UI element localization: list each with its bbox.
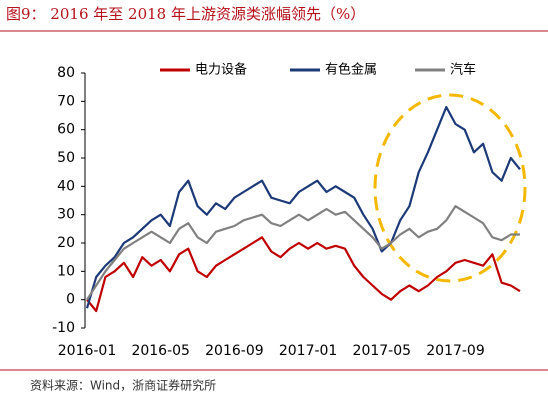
legend-label: 汽车 [450,62,476,78]
x-tick-label: 2017-01 [279,343,338,359]
series-line [85,105,521,309]
x-tick-label: 2017-05 [353,343,412,359]
y-tick-label: 60 [57,122,75,138]
source: 资料来源：Wind，浙商证券研究所 [30,378,216,393]
x-tick-label: 2016-05 [131,343,190,359]
y-tick-label: 50 [57,150,75,166]
y-tick-label: 20 [57,235,75,251]
y-tick-label: 0 [66,292,75,308]
x-tick-label: 2017-09 [426,343,485,359]
y-tick-label: 80 [57,65,75,81]
highlight-ellipse [373,93,527,283]
x-tick-label: 2016-09 [205,343,264,359]
y-tick-label: 40 [57,178,75,194]
series-line [86,205,520,301]
y-tick-label: 70 [57,93,75,109]
y-tick-label: 30 [57,207,75,223]
series-line [86,236,521,313]
x-tick-label: 2016-01 [58,343,117,359]
chart-title: 图9： 2016 年至 2018 年上游资源类涨幅领先（%） [6,5,365,23]
y-tick-label: 10 [57,263,75,279]
y-tick-label: -10 [52,320,75,336]
legend-label: 电力设备 [195,62,247,78]
legend-label: 有色金属 [325,62,377,78]
